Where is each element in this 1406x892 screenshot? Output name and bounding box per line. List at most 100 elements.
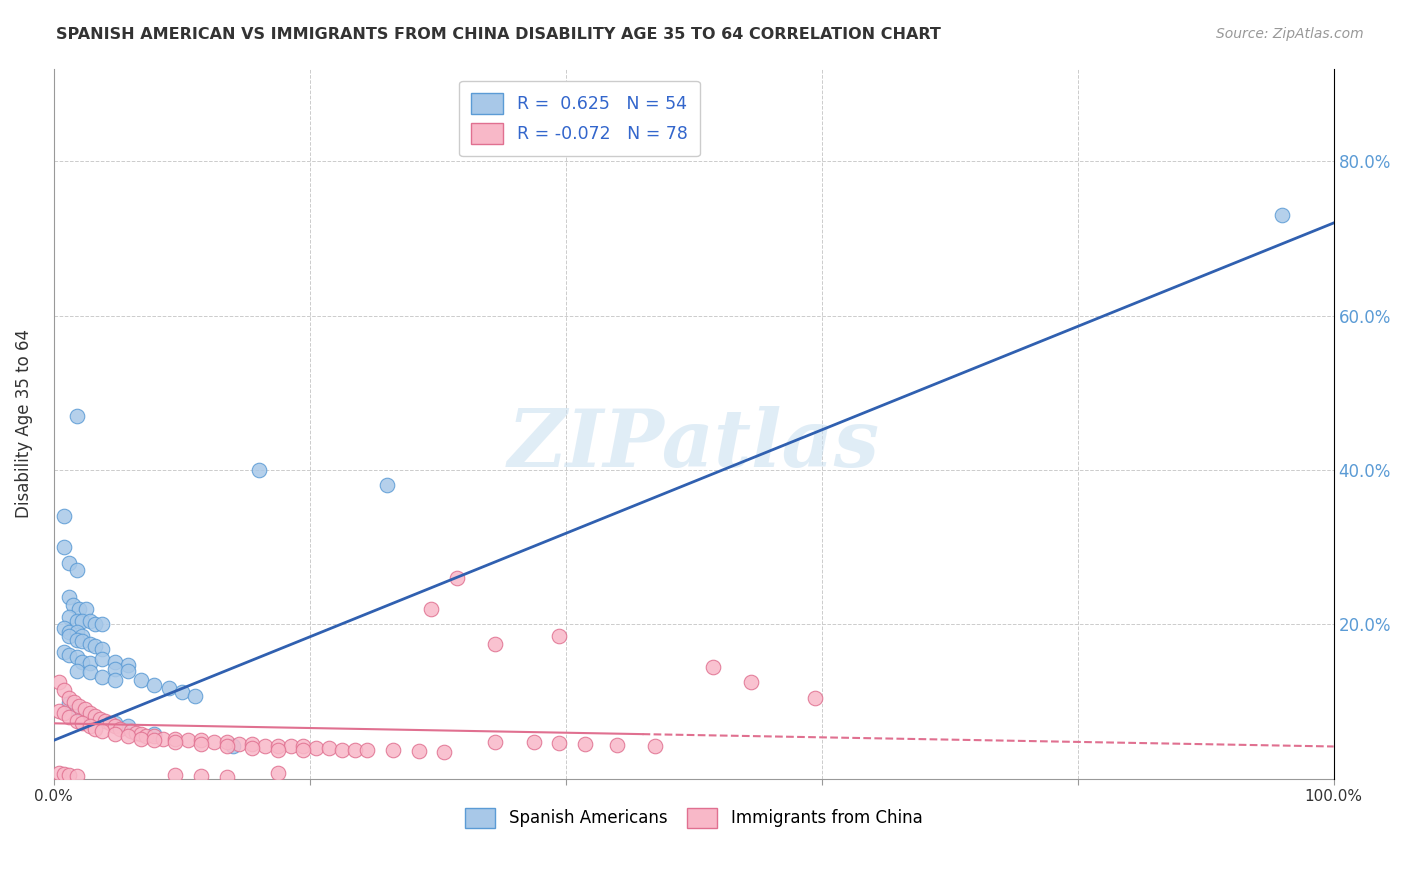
Point [75, 602, 97, 616]
Point [66, 409, 89, 423]
Point [62, 598, 84, 612]
Point [53, 541, 76, 555]
Point [58, 710, 80, 724]
Point [165, 768, 187, 782]
Point [66, 563, 89, 577]
Point [292, 743, 315, 757]
Point [446, 571, 468, 585]
Point [70, 614, 93, 628]
Point [58, 690, 80, 705]
Point [66, 625, 89, 640]
Point [125, 725, 148, 739]
Point [104, 662, 127, 676]
Point [117, 657, 139, 672]
Point [190, 737, 212, 751]
Point [67, 602, 90, 616]
Point [53, 509, 76, 524]
Point [170, 685, 193, 699]
Point [79, 637, 101, 651]
Point [484, 637, 506, 651]
Point [70, 634, 93, 648]
Point [53, 644, 76, 658]
Point [202, 735, 225, 749]
Point [70, 655, 93, 669]
Point [79, 614, 101, 628]
Point [375, 478, 398, 492]
Point [606, 738, 628, 752]
Point [66, 701, 89, 715]
Point [292, 739, 315, 754]
Point [190, 769, 212, 783]
Point [66, 769, 89, 783]
Point [58, 696, 80, 710]
Point [804, 690, 827, 705]
Point [70, 629, 93, 643]
Point [83, 708, 105, 723]
Point [48, 675, 70, 690]
Point [66, 714, 89, 728]
Point [66, 649, 89, 664]
Point [83, 617, 105, 632]
Point [644, 739, 666, 754]
Point [104, 719, 127, 733]
Point [129, 731, 152, 746]
Point [79, 708, 101, 723]
Point [117, 730, 139, 744]
Legend: Spanish Americans, Immigrants from China: Spanish Americans, Immigrants from China [458, 801, 929, 835]
Point [48, 765, 70, 780]
Point [183, 689, 205, 703]
Point [267, 742, 290, 756]
Point [240, 737, 263, 751]
Point [117, 664, 139, 678]
Point [240, 741, 263, 756]
Point [67, 698, 90, 713]
Point [58, 556, 80, 570]
Point [83, 639, 105, 653]
Point [142, 678, 165, 692]
Point [190, 733, 212, 747]
Point [53, 767, 76, 781]
Point [104, 673, 127, 687]
Point [79, 656, 101, 670]
Text: SPANISH AMERICAN VS IMMIGRANTS FROM CHINA DISABILITY AGE 35 TO 64 CORRELATION CH: SPANISH AMERICAN VS IMMIGRANTS FROM CHIN… [56, 27, 941, 42]
Point [408, 744, 430, 758]
Point [53, 621, 76, 635]
Point [91, 617, 114, 632]
Point [104, 727, 127, 741]
Point [58, 625, 80, 640]
Point [356, 743, 378, 757]
Point [94, 714, 117, 728]
Point [305, 741, 328, 756]
Point [253, 739, 276, 753]
Point [157, 681, 180, 695]
Point [420, 602, 443, 616]
Point [382, 743, 405, 757]
Point [228, 737, 250, 751]
Point [523, 735, 546, 749]
Point [98, 716, 121, 731]
Point [247, 463, 270, 477]
Point [104, 655, 127, 669]
Text: Source: ZipAtlas.com: Source: ZipAtlas.com [1216, 27, 1364, 41]
Point [58, 629, 80, 643]
Text: ZIPatlas: ZIPatlas [508, 406, 880, 483]
Point [330, 742, 353, 756]
Point [66, 614, 89, 628]
Point [53, 706, 76, 721]
Point [79, 706, 101, 721]
Point [83, 722, 105, 736]
Point [222, 739, 245, 754]
Point [73, 702, 96, 716]
Point [91, 670, 114, 684]
Point [267, 739, 290, 753]
Point [91, 652, 114, 666]
Y-axis label: Disability Age 35 to 64: Disability Age 35 to 64 [15, 329, 32, 518]
Point [215, 739, 238, 754]
Point [91, 642, 114, 657]
Point [135, 730, 157, 744]
Point [58, 768, 80, 782]
Point [702, 660, 724, 674]
Point [142, 730, 165, 744]
Point [484, 735, 506, 749]
Point [280, 739, 302, 754]
